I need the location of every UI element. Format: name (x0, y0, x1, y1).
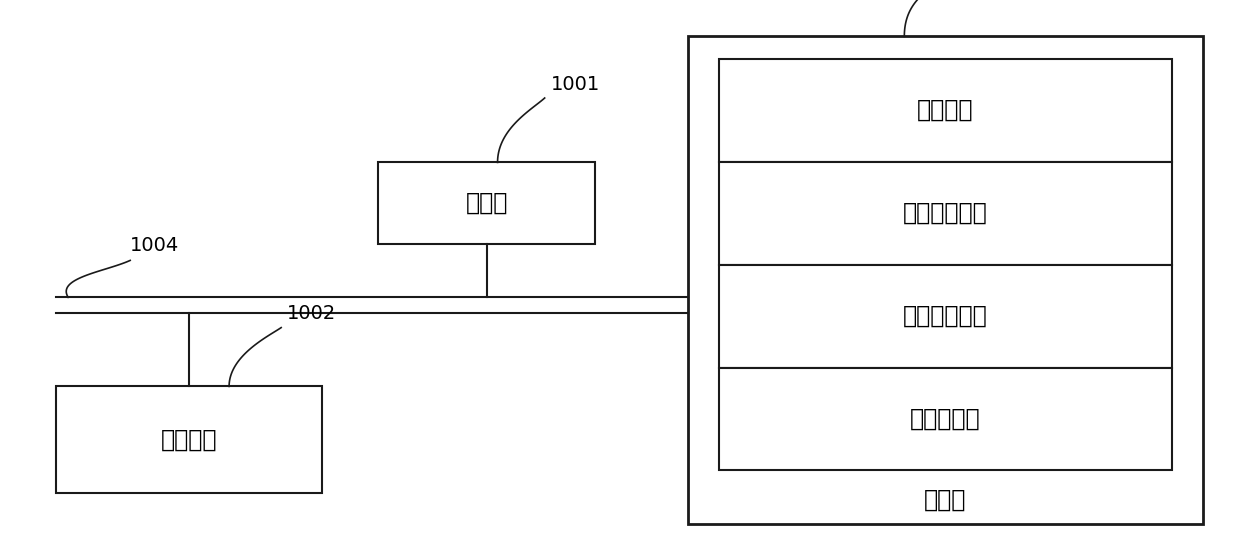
Bar (688, 36, 1203, 524)
Text: 1002: 1002 (288, 304, 336, 323)
Bar (56, 386, 322, 493)
Bar (719, 367, 1172, 470)
Text: 自诊断程序: 自诊断程序 (910, 407, 981, 431)
Bar (378, 162, 595, 244)
Text: 用户接口模块: 用户接口模块 (903, 304, 988, 328)
Text: 处理器: 处理器 (465, 191, 508, 215)
Text: 操作系统: 操作系统 (918, 98, 973, 122)
Text: 存储器: 存储器 (924, 488, 967, 512)
Text: 1004: 1004 (130, 236, 180, 255)
Text: 1001: 1001 (551, 74, 600, 94)
Bar (719, 265, 1172, 367)
Text: 网络通信模块: 网络通信模块 (903, 201, 988, 225)
Bar (719, 59, 1172, 162)
Bar (719, 162, 1172, 265)
Text: 用户接口: 用户接口 (161, 428, 217, 451)
